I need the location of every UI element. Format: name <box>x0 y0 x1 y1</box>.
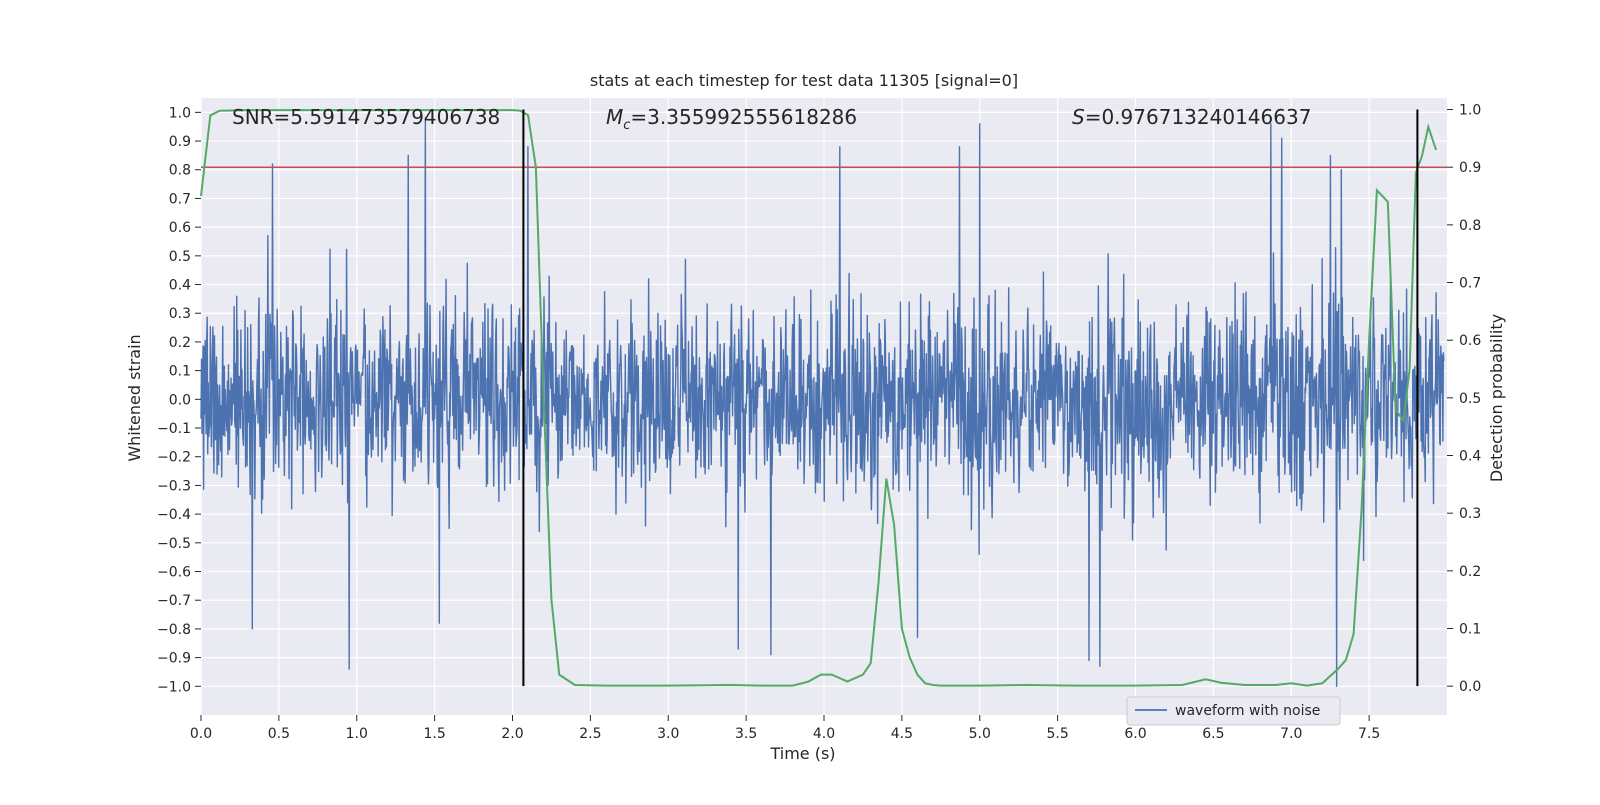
left-tick-label: −0.3 <box>157 478 191 494</box>
left-tick-label: −0.5 <box>157 536 191 552</box>
chart-title: stats at each timestep for test data 113… <box>590 71 1018 90</box>
left-tick-label: −0.9 <box>157 651 191 667</box>
right-tick-label: 0.8 <box>1459 218 1481 234</box>
x-tick-label: 3.0 <box>657 726 679 742</box>
x-tick-label: 1.5 <box>423 726 445 742</box>
legend-box <box>1126 696 1341 726</box>
s-value: =0.976713240146637 <box>1085 105 1312 129</box>
right-tick-label: 0.1 <box>1459 622 1481 638</box>
left-tick-label: 0.3 <box>169 306 191 322</box>
right-axis-ticks: 1.0 0.9 0.8 0.7 0.6 0.5 0.4 0.3 0.2 0.1 0.0 <box>1447 103 1481 695</box>
s-symbol: S <box>1072 105 1085 129</box>
left-tick-label: 0.7 <box>169 191 191 207</box>
left-tick-label: −0.4 <box>157 507 191 523</box>
left-tick-label: 0.4 <box>169 278 191 294</box>
waveform-line <box>200 117 1445 687</box>
chirp-mass-annotation: Mc=3.355992555618286 <box>606 105 857 133</box>
x-tick-label: 2.5 <box>579 726 601 742</box>
chirp-mass-value: =3.355992555618286 <box>630 105 857 129</box>
x-tick-label: 4.5 <box>891 726 913 742</box>
left-tick-label: 0.5 <box>169 249 191 265</box>
x-axis-label: Time (s) <box>769 744 835 763</box>
x-tick-label: 7.5 <box>1358 726 1380 742</box>
left-tick-label: 0.0 <box>169 392 191 408</box>
right-tick-label: 0.9 <box>1459 160 1481 176</box>
x-axis-ticks: 0.0 0.5 1.0 1.5 2.0 2.5 3.0 3.5 4.0 4.5 5.0 5.5 6.0 6… <box>190 715 1380 742</box>
left-tick-label: −1.0 <box>157 679 191 695</box>
left-tick-label: 0.9 <box>169 134 191 150</box>
x-tick-label: 4.0 <box>813 726 835 742</box>
left-tick-label: −0.6 <box>157 565 191 581</box>
left-tick-label: 0.2 <box>169 335 191 351</box>
right-tick-label: 0.3 <box>1459 506 1481 522</box>
x-tick-label: 7.0 <box>1280 726 1302 742</box>
left-tick-label: −0.8 <box>157 622 191 638</box>
chirp-mass-subscript: c <box>623 118 630 133</box>
legend-label: waveform with noise <box>1175 703 1320 719</box>
x-tick-label: 0.5 <box>268 726 290 742</box>
x-tick-label: 6.0 <box>1124 726 1146 742</box>
right-tick-label: 0.2 <box>1459 564 1481 580</box>
right-tick-label: 1.0 <box>1459 103 1481 119</box>
x-tick-label: 6.5 <box>1202 726 1224 742</box>
left-tick-label: 1.0 <box>169 105 191 121</box>
waveform-series <box>200 117 1445 687</box>
legend: waveform with noise <box>1126 696 1341 726</box>
right-tick-label: 0.6 <box>1459 333 1481 349</box>
right-tick-label: 0.5 <box>1459 391 1481 407</box>
probability-line <box>200 109 1438 687</box>
left-tick-label: 0.8 <box>169 163 191 179</box>
chirp-mass-symbol: M <box>606 105 623 129</box>
s-annotation: S=0.976713240146637 <box>1072 105 1311 129</box>
right-axis-label: Detection probability <box>1487 314 1506 482</box>
probability-series <box>200 109 1438 687</box>
left-tick-label: −0.2 <box>157 450 191 466</box>
left-tick-label: 0.1 <box>169 364 191 380</box>
x-tick-label: 5.5 <box>1046 726 1068 742</box>
left-tick-label: 0.6 <box>169 220 191 236</box>
vertical-marker-lines <box>522 109 1419 687</box>
x-tick-label: 2.0 <box>501 726 523 742</box>
right-tick-label: 0.0 <box>1459 679 1481 695</box>
x-tick-label: 1.0 <box>346 726 368 742</box>
left-tick-label: −0.1 <box>157 421 191 437</box>
left-tick-label: −0.7 <box>157 593 191 609</box>
left-axis-label: Whitened strain <box>125 334 144 461</box>
x-tick-label: 5.0 <box>969 726 991 742</box>
right-tick-label: 0.4 <box>1459 449 1481 465</box>
right-tick-label: 0.7 <box>1459 276 1481 292</box>
left-axis-ticks: 1.0 0.9 0.8 0.7 0.6 0.5 0.4 0.3 0.2 0.1 0.0 −0.1 −0.… <box>157 105 201 695</box>
snr-annotation: SNR=5.591473579406738 <box>232 105 500 129</box>
x-tick-label: 3.5 <box>735 726 757 742</box>
x-tick-label: 0.0 <box>190 726 212 742</box>
